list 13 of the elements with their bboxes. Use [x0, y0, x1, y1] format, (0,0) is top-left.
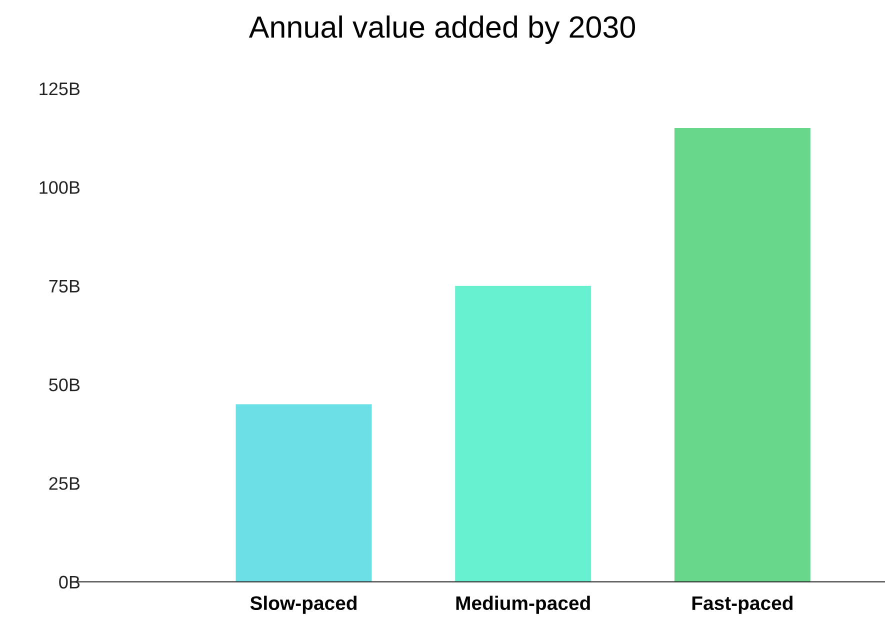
y-tick-label: 50B [49, 378, 80, 392]
y-tick-label: 125B [40, 82, 80, 96]
bar [455, 286, 592, 582]
x-tick-label: Fast-paced [692, 596, 792, 614]
x-tick-label: Medium-paced [456, 596, 590, 614]
bar [674, 128, 810, 582]
chart-title: Annual value added by 2030 [248, 15, 635, 44]
y-tick-label: 75B [49, 280, 80, 293]
y-tick-label: 25B [49, 477, 80, 490]
y-tick-label: 0B [59, 576, 80, 589]
x-tick-label: Slow-paced [250, 596, 357, 614]
bar [236, 404, 372, 582]
y-tick-label: 100B [40, 181, 80, 194]
